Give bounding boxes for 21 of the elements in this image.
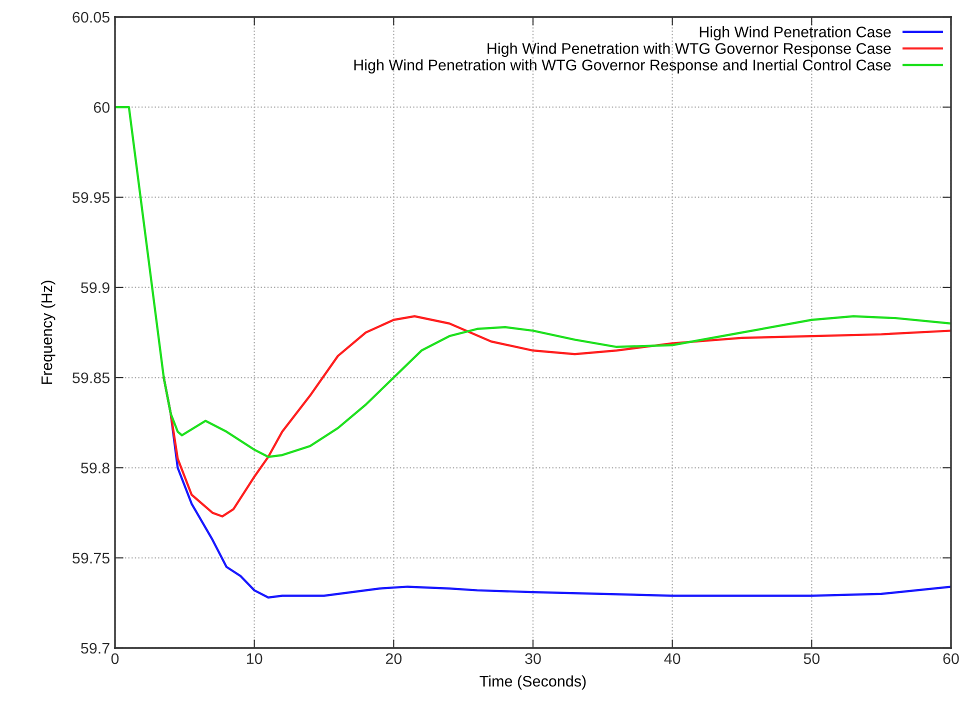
- x-tick-label: 0: [111, 653, 119, 664]
- legend-label: High Wind Penetration with WTG Governor Response and Inertial Control Case: [354, 59, 891, 74]
- x-tick-label: 20: [386, 653, 402, 664]
- x-tick-label: 30: [525, 653, 541, 664]
- y-tick-label: 60.05: [72, 12, 110, 23]
- x-tick-label: 40: [664, 653, 680, 664]
- y-tick-label: 59.8: [81, 462, 110, 474]
- y-tick-label: 59.95: [72, 192, 110, 203]
- y-tick-label: 60: [94, 102, 110, 113]
- legend-label: High Wind Penetration with WTG Governor Response Case: [488, 42, 891, 57]
- x-tick-label: 50: [804, 653, 820, 664]
- y-tick-label: 59.7: [81, 642, 110, 654]
- y-tick-label: 59.85: [72, 372, 110, 384]
- y-tick-label: 59.75: [72, 552, 110, 564]
- line-series: [115, 106, 951, 458]
- x-tick-label: 60: [943, 653, 959, 664]
- x-tick-label: 10: [247, 653, 262, 664]
- y-tick-label: 59.9: [81, 282, 110, 294]
- x-axis-title: Time (Seconds): [480, 675, 586, 690]
- legend-label: High Wind Penetration Case: [700, 26, 891, 40]
- y-axis-title: Frequency (Hz): [41, 280, 56, 384]
